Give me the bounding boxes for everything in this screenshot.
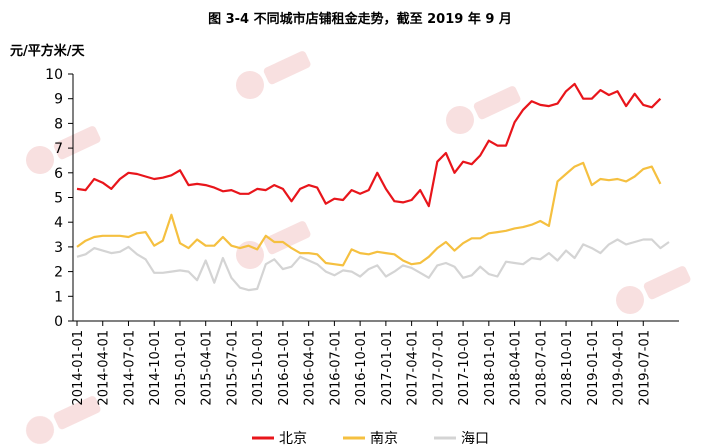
x-tick-label: 2016-04-01 [303,330,318,406]
y-tick-label: 8 [54,116,63,132]
y-tick-label: 2 [54,265,63,281]
x-tick-label: 2018-07-01 [534,330,549,406]
x-tick-label: 2014-01-01 [71,330,86,406]
watermark-layer [26,51,691,444]
x-tick-label: 2016-10-01 [354,330,369,406]
y-tick-label: 3 [54,240,63,256]
x-tick-label: 2014-07-01 [122,330,137,406]
x-tick-label: 2018-10-01 [560,330,575,406]
x-tick-label: 2015-10-01 [251,330,266,406]
x-tick-label: 2019-01-01 [586,330,601,406]
watermark-stamp-icon [26,396,101,444]
x-axis: 2014-01-01 2014-04-01 2014-07-01 2014-10-01… [71,320,679,406]
legend-label: 北京 [279,431,307,447]
y-tick-label: 7 [54,141,63,157]
chart-title: 图 3-4 不同城市店铺租金走势，截至 2019 年 9 月 [208,11,512,27]
y-tick-label: 9 [54,92,63,108]
watermark-stamp-icon [236,221,311,269]
watermark-stamp-icon [446,86,521,134]
series-line-南京 [76,161,662,267]
y-tick-label: 4 [54,215,63,231]
x-tick-label: 2015-01-01 [174,330,189,406]
legend-item: 北京 [252,431,307,447]
x-tick-label: 2014-04-01 [97,330,112,406]
y-axis: 0 1 2 3 4 5 6 7 8 9 10 [45,67,74,330]
x-tick-label: 2017-01-01 [380,330,395,406]
y-tick-label: 1 [54,289,63,305]
x-tick-label: 2017-04-01 [406,330,421,406]
x-tick-label: 2019-07-01 [637,330,652,406]
legend-item: 南京 [343,431,398,447]
x-tick-label: 2015-04-01 [200,330,215,406]
x-tick-label: 2015-07-01 [225,330,240,406]
x-tick-label: 2016-01-01 [277,330,292,406]
watermark-stamp-icon [616,266,691,314]
legend-label: 南京 [370,431,398,447]
x-tick-label: 2016-07-01 [328,330,343,406]
x-tick-label: 2017-07-01 [431,330,446,406]
series-line-北京 [76,82,662,208]
series-line-海口 [76,238,670,292]
y-axis-unit-label: 元/平方米/天 [10,43,85,59]
x-tick-label: 2018-01-01 [483,330,498,406]
y-tick-label: 0 [54,314,63,330]
watermark-stamp-icon [26,126,101,174]
legend-label: 海口 [461,431,489,447]
x-tick-label: 2014-10-01 [148,330,163,406]
x-tick-label: 2019-04-01 [612,330,627,406]
legend-item: 海口 [434,431,489,447]
series-lines [76,82,670,292]
x-tick-label: 2018-04-01 [509,330,524,406]
watermark-stamp-icon [236,51,311,99]
y-tick-label: 5 [54,191,63,207]
y-tick-label: 6 [54,166,63,182]
x-tick-label: 2017-10-01 [457,330,472,406]
y-tick-label: 10 [45,67,63,83]
legend: 北京 南京 海口 [252,431,489,447]
